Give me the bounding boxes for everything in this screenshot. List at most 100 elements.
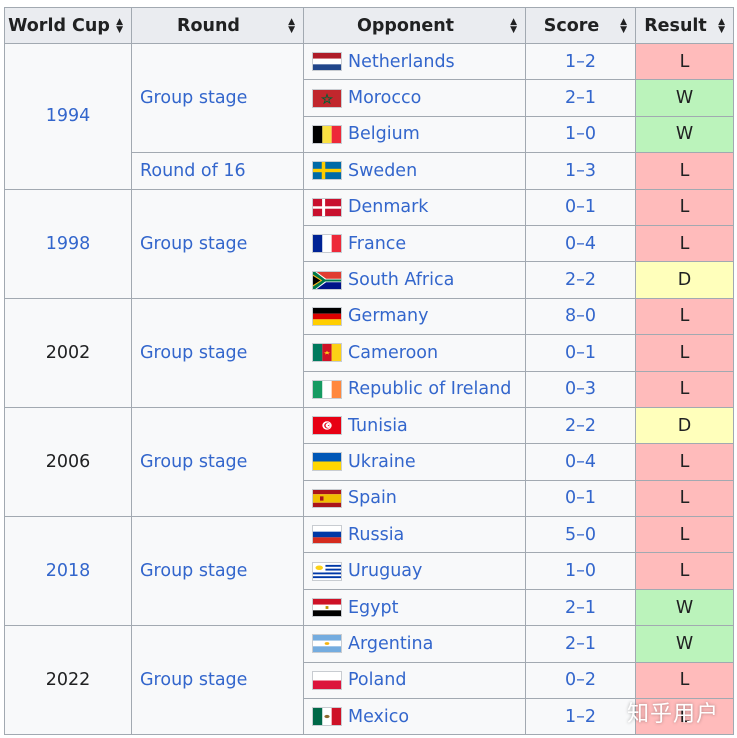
score-link[interactable]: 1–0 xyxy=(525,115,636,154)
ukraine-flag-icon xyxy=(312,452,342,472)
table-row: Cameroon 0–1 L xyxy=(5,334,734,372)
score-link[interactable]: 1–2 xyxy=(525,698,636,736)
world-cup-year: 2002 xyxy=(4,297,132,408)
opponent-cell: Republic of Ireland xyxy=(303,370,526,408)
score-link[interactable]: 0–1 xyxy=(525,479,636,518)
score-link[interactable]: 5–0 xyxy=(525,516,636,554)
opponent-link[interactable]: Morocco xyxy=(348,88,422,109)
opponent-link[interactable]: Denmark xyxy=(348,197,429,218)
table-row: 2002 Group stage Germany 8–0 L xyxy=(4,297,734,408)
opponent-link[interactable]: Cameroon xyxy=(348,342,439,363)
sort-icon[interactable]: ▲ ▼ xyxy=(510,16,517,35)
column-header-score[interactable]: Score ▲ ▼ xyxy=(525,7,636,44)
opponent-link[interactable]: Tunisia xyxy=(348,415,408,436)
score-link[interactable]: 2–2 xyxy=(525,406,636,445)
header-label: Result xyxy=(644,15,707,36)
sort-icon[interactable]: ▲ ▼ xyxy=(116,16,123,35)
table-row: 1998 Group stage Denmark 0–1 L xyxy=(4,188,734,299)
opponent-link[interactable]: Mexico xyxy=(348,706,410,727)
sort-icon[interactable]: ▲ ▼ xyxy=(718,16,725,35)
table-row: Poland 0–2 L xyxy=(5,661,734,700)
germany-flag-icon xyxy=(312,306,342,326)
table-row: France 0–4 L xyxy=(5,224,734,263)
opponent-link[interactable]: France xyxy=(348,233,407,254)
opponent-link[interactable]: Republic of Ireland xyxy=(348,379,512,400)
table-row: Mexico 1–2 L xyxy=(5,698,734,736)
opponent-cell: Sweden xyxy=(303,152,526,190)
result-badge: L xyxy=(635,334,734,372)
result-badge: L xyxy=(635,552,734,590)
score-link[interactable]: 2–1 xyxy=(525,588,636,627)
column-header-opponent[interactable]: Opponent ▲ ▼ xyxy=(303,7,526,44)
score-link[interactable]: 0–3 xyxy=(525,370,636,408)
round-link[interactable]: Group stage xyxy=(131,297,304,408)
table-row: 2018 Group stage Russia 5–0 L xyxy=(4,516,734,627)
result-badge: L xyxy=(635,224,734,263)
opponent-link[interactable]: South Africa xyxy=(348,270,455,291)
result-badge: L xyxy=(635,661,734,700)
world-cup-year-link[interactable]: 1998 xyxy=(4,188,132,299)
round-link[interactable]: Round of 16 xyxy=(131,152,304,190)
column-header-round[interactable]: Round ▲ ▼ xyxy=(131,7,304,44)
table-row: 2022 Group stage Argentina 2–1 W xyxy=(4,625,734,736)
score-link[interactable]: 0–2 xyxy=(525,661,636,700)
result-badge: W xyxy=(635,115,734,154)
score-link[interactable]: 8–0 xyxy=(525,297,636,336)
score-link[interactable]: 2–2 xyxy=(525,261,636,299)
round-link[interactable]: Group stage xyxy=(131,188,304,299)
score-link[interactable]: 1–3 xyxy=(525,152,636,190)
opponent-link[interactable]: Netherlands xyxy=(348,51,455,72)
score-link[interactable]: 0–1 xyxy=(525,188,636,226)
score-link[interactable]: 1–2 xyxy=(525,42,636,81)
world-cup-year-link[interactable]: 2018 xyxy=(4,516,132,627)
round-link[interactable]: Group stage xyxy=(131,406,304,518)
round-link[interactable]: Group stage xyxy=(131,516,304,627)
opponent-link[interactable]: Spain xyxy=(348,488,397,509)
opponent-link[interactable]: Poland xyxy=(348,670,407,691)
result-badge: W xyxy=(635,588,734,627)
table-row: Spain 0–1 L xyxy=(5,479,734,518)
watermark: 知乎用户 xyxy=(626,702,719,727)
denmark-flag-icon xyxy=(312,197,342,217)
column-header-world-cup[interactable]: World Cup ▲ ▼ xyxy=(4,7,132,44)
table-row: Morocco 2–1 W xyxy=(5,79,734,117)
result-badge: L xyxy=(635,516,734,554)
world-cup-results-table: World Cup ▲ ▼ Round ▲ ▼ Opponent ▲ ▼ Score ▲ ▼ R… xyxy=(4,7,734,736)
netherlands-flag-icon xyxy=(312,52,342,72)
opponent-cell: Cameroon xyxy=(303,334,526,372)
result-badge: L xyxy=(635,188,734,226)
score-link[interactable]: 1–0 xyxy=(525,552,636,590)
opponent-cell: Mexico xyxy=(303,698,526,736)
header-label: World Cup xyxy=(8,15,110,36)
opponent-link[interactable]: Argentina xyxy=(348,633,434,654)
opponent-cell: Netherlands xyxy=(303,42,526,81)
opponent-link[interactable]: Ukraine xyxy=(348,451,416,472)
result-badge: W xyxy=(635,625,734,663)
round-link[interactable]: Group stage xyxy=(131,42,304,154)
score-link[interactable]: 2–1 xyxy=(525,625,636,663)
score-link[interactable]: 0–1 xyxy=(525,334,636,372)
egypt-flag-icon xyxy=(312,598,342,618)
opponent-cell: South Africa xyxy=(303,261,526,299)
opponent-link[interactable]: Egypt xyxy=(348,597,399,618)
score-link[interactable]: 0–4 xyxy=(525,443,636,481)
opponent-cell: Denmark xyxy=(303,188,526,226)
opponent-link[interactable]: Germany xyxy=(348,306,429,327)
sort-icon[interactable]: ▲ ▼ xyxy=(620,16,627,35)
score-link[interactable]: 0–4 xyxy=(525,224,636,263)
opponent-cell: Morocco xyxy=(303,79,526,117)
opponent-link[interactable]: Sweden xyxy=(348,160,418,181)
opponent-cell: Uruguay xyxy=(303,552,526,590)
score-link[interactable]: 2–1 xyxy=(525,79,636,117)
opponent-link[interactable]: Uruguay xyxy=(348,561,423,582)
column-header-result[interactable]: Result ▲ ▼ xyxy=(635,7,734,44)
world-cup-year: 2006 xyxy=(4,406,132,518)
round-link[interactable]: Group stage xyxy=(131,625,304,736)
sweden-flag-icon xyxy=(312,161,342,181)
opponent-link[interactable]: Belgium xyxy=(348,124,420,145)
world-cup-year-link[interactable]: 1994 xyxy=(4,43,132,190)
result-badge: L xyxy=(635,443,734,481)
sort-icon[interactable]: ▲ ▼ xyxy=(288,16,295,35)
opponent-link[interactable]: Russia xyxy=(348,524,405,545)
result-badge: L xyxy=(635,698,734,736)
